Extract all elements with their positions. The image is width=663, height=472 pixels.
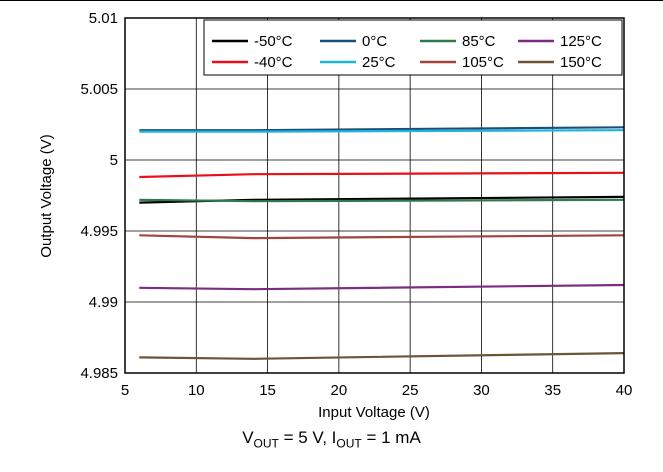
- caption-v-subscript: OUT: [253, 436, 279, 451]
- series-group: [139, 126, 625, 360]
- caption-v-symbol: V: [242, 428, 254, 447]
- y-tick-label: 4.995: [80, 223, 118, 240]
- series-line: [139, 126, 625, 132]
- y-tick-label: 5: [110, 152, 118, 169]
- caption-i-subscript: OUT: [336, 436, 362, 451]
- x-tick-label: 30: [473, 382, 490, 399]
- line-chart: 5 10 15 20 25 30 35 40 4.985 4.99 4.995 5 5.005 5.01…: [38, 10, 633, 421]
- x-tick-label: 5: [121, 382, 129, 399]
- x-tick-label: 10: [188, 382, 205, 399]
- y-tick-label: 4.99: [89, 294, 118, 311]
- legend-box: [203, 19, 623, 76]
- x-axis-label: Input Voltage (V): [318, 404, 430, 421]
- plot-background: [125, 18, 624, 373]
- x-tick-label: 25: [402, 382, 419, 399]
- y-tick-label: 4.985: [80, 365, 118, 382]
- series-line: [139, 195, 625, 204]
- top-rule: [0, 0, 663, 1]
- series-line: [139, 198, 625, 203]
- legend-label: 125°C: [560, 33, 602, 50]
- legend-label: 150°C: [560, 54, 602, 71]
- caption-i-symbol: I: [331, 428, 337, 447]
- caption-v-text: = 5 V,: [278, 428, 332, 447]
- legend-label: 25°C: [362, 54, 396, 71]
- y-tick-labels: 4.985 4.99 4.995 5 5.005 5.01: [80, 10, 118, 382]
- legend-label: -50°C: [254, 33, 293, 50]
- legend-label: 0°C: [362, 33, 387, 50]
- x-tick-label: 20: [331, 382, 348, 399]
- legend: -50°C -40°C 0°C 25°C 85°C 105°C 125°C 150°C: [203, 19, 623, 76]
- legend-label: 85°C: [462, 33, 496, 50]
- series-line: [139, 129, 625, 133]
- series-line: [139, 171, 625, 179]
- chart-caption: VOUT = 5 V, IOUT = 1 mA: [0, 428, 663, 450]
- x-tick-label: 35: [544, 382, 561, 399]
- series-line: [139, 234, 625, 240]
- y-axis-label: Output Voltage (V): [38, 134, 55, 257]
- caption-i-text: = 1 mA: [361, 428, 421, 447]
- x-tick-labels: 5 10 15 20 25 30 35 40: [121, 382, 633, 399]
- y-tick-label: 5.01: [89, 10, 118, 27]
- series-line: [139, 352, 625, 360]
- legend-label: 105°C: [462, 54, 504, 71]
- legend-label: -40°C: [254, 54, 293, 71]
- series-line: [139, 283, 625, 291]
- grid-lines: [125, 18, 624, 373]
- y-tick-label: 5.005: [80, 81, 118, 98]
- x-tick-label: 15: [259, 382, 276, 399]
- x-tick-label: 40: [616, 382, 633, 399]
- plot-frame: [124, 17, 625, 374]
